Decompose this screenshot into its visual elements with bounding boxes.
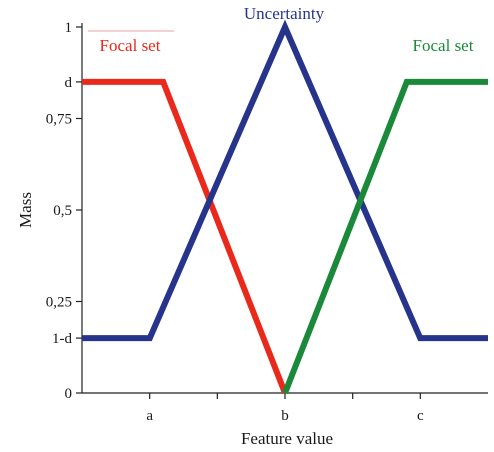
x-tick-label: a <box>146 408 153 424</box>
y-axis-title: Mass <box>16 192 35 228</box>
tick-labels: 0 1-d 0,25 0,5 0,75 d 1 a b c <box>46 20 424 424</box>
y-tick-label: 0,5 <box>53 203 72 219</box>
series-label: Focal set <box>100 36 161 55</box>
y-tick-label: 1 <box>65 20 73 36</box>
y-tick-label: d <box>65 75 73 91</box>
series-lines <box>82 19 488 395</box>
y-tick-label: 0,75 <box>46 112 72 128</box>
y-tick-label: 0 <box>65 386 73 402</box>
series-label: Uncertainty <box>244 4 325 23</box>
series-line <box>282 78 488 395</box>
series-label: Focal set <box>413 36 474 55</box>
x-tick-label: b <box>281 408 289 424</box>
series-line <box>82 19 488 342</box>
y-tick-label: 0,25 <box>46 295 72 311</box>
x-tick-label: c <box>417 408 424 424</box>
series-labels: Focal set Uncertainty Focal set <box>88 4 474 55</box>
series-line <box>82 78 288 395</box>
x-axis-title: Feature value <box>241 429 333 448</box>
y-tick-label: 1-d <box>52 331 72 347</box>
